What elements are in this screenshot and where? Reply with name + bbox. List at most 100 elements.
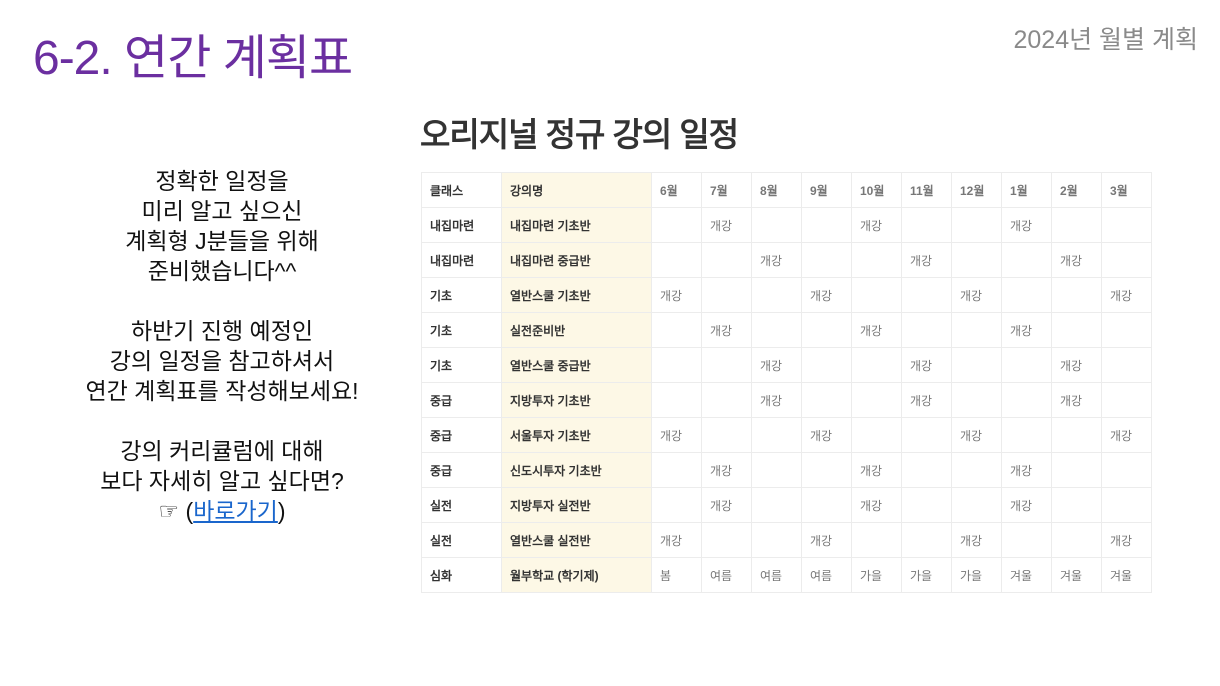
month-cell <box>701 242 752 278</box>
month-cell <box>651 347 702 383</box>
intro-line: 보다 자세히 알고 싶다면? <box>100 468 344 494</box>
month-cell <box>851 277 902 313</box>
month-cell <box>801 242 852 278</box>
month-cell <box>851 382 902 418</box>
class-cell: 실전 <box>421 522 502 558</box>
month-cell: 개강 <box>801 522 852 558</box>
month-cell <box>801 347 852 383</box>
month-cell <box>701 347 752 383</box>
table-row: 내집마련 내집마련 중급반 개강 개강 개강 <box>421 242 1152 278</box>
month-cell: 개강 <box>1101 417 1152 453</box>
month-cell <box>951 382 1002 418</box>
table-row: 중급 서울투자 기초반 개강 개강 개강 개강 <box>421 417 1152 453</box>
table-row: 기초 열반스쿨 중급반 개강 개강 개강 <box>421 347 1152 383</box>
month-cell <box>801 312 852 348</box>
class-cell: 내집마련 <box>421 207 502 243</box>
month-cell <box>751 522 802 558</box>
course-name-cell: 열반스쿨 실전반 <box>501 522 652 558</box>
column-header: 6월 <box>651 172 702 208</box>
column-header: 8월 <box>751 172 802 208</box>
month-cell <box>901 452 952 488</box>
month-cell <box>701 522 752 558</box>
class-cell: 심화 <box>421 557 502 593</box>
month-cell <box>1101 312 1152 348</box>
month-cell <box>1051 417 1102 453</box>
month-cell <box>1051 207 1102 243</box>
month-cell <box>1101 487 1152 523</box>
course-name-cell: 지방투자 기초반 <box>501 382 652 418</box>
month-cell <box>1101 347 1152 383</box>
paren-close: ) <box>277 498 286 524</box>
month-cell <box>751 207 802 243</box>
table-row: 실전 열반스쿨 실전반 개강 개강 개강 개강 <box>421 522 1152 558</box>
table-row: 내집마련 내집마련 기초반 개강 개강 개강 <box>421 207 1152 243</box>
schedule-title: 오리지널 정규 강의 일정 <box>420 116 739 153</box>
course-name-cell: 열반스쿨 중급반 <box>501 347 652 383</box>
page-subtitle: 2024년 월별 계획 <box>1013 26 1198 54</box>
month-cell <box>851 347 902 383</box>
month-cell: 개강 <box>1101 522 1152 558</box>
schedule-table: 클래스 강의명 6월 7월 8월 9월 10월 11월 12월 1월 2월 3월 내집마련 내집마련 기… <box>421 172 1152 593</box>
month-cell: 여름 <box>751 557 802 593</box>
intro-line: 강의 일정을 참고하셔서 <box>109 348 335 374</box>
month-cell <box>1101 382 1152 418</box>
month-cell: 개강 <box>651 522 702 558</box>
month-cell: 개강 <box>901 242 952 278</box>
month-cell: 개강 <box>1001 487 1052 523</box>
intro-text: 정확한 일정을 미리 알고 싶으신 계획형 J분들을 위해 준비했습니다^^ 하반기 … <box>40 166 404 526</box>
month-cell <box>1051 312 1102 348</box>
month-cell <box>701 417 752 453</box>
month-cell <box>901 312 952 348</box>
course-name-cell: 지방투자 실전반 <box>501 487 652 523</box>
month-cell: 개강 <box>1001 452 1052 488</box>
month-cell <box>901 417 952 453</box>
month-cell <box>1101 452 1152 488</box>
month-cell: 개강 <box>801 277 852 313</box>
month-cell <box>1001 417 1052 453</box>
column-header: 11월 <box>901 172 952 208</box>
table-row: 기초 열반스쿨 기초반 개강 개강 개강 개강 <box>421 277 1152 313</box>
month-cell <box>651 382 702 418</box>
month-cell: 개강 <box>701 207 752 243</box>
month-cell <box>751 452 802 488</box>
column-header: 9월 <box>801 172 852 208</box>
month-cell <box>901 277 952 313</box>
intro-line: 미리 알고 싶으신 <box>141 198 303 224</box>
page-title: 6-2. 연간 계획표 <box>33 32 353 85</box>
month-cell <box>1101 242 1152 278</box>
month-cell: 겨울 <box>1001 557 1052 593</box>
column-header: 3월 <box>1101 172 1152 208</box>
course-name-cell: 월부학교 (학기제) <box>501 557 652 593</box>
shortcut-link[interactable]: 바로가기 <box>193 498 278 524</box>
month-cell: 개강 <box>751 382 802 418</box>
month-cell: 개강 <box>851 312 902 348</box>
month-cell: 개강 <box>701 487 752 523</box>
month-cell: 개강 <box>951 522 1002 558</box>
month-cell: 개강 <box>1051 382 1102 418</box>
month-cell <box>801 207 852 243</box>
month-cell: 개강 <box>751 242 802 278</box>
month-cell <box>751 312 802 348</box>
class-cell: 중급 <box>421 382 502 418</box>
column-header: 강의명 <box>501 172 652 208</box>
month-cell <box>1001 347 1052 383</box>
month-cell: 개강 <box>1051 242 1102 278</box>
intro-line: 하반기 진행 예정인 <box>130 318 314 344</box>
month-cell <box>1051 277 1102 313</box>
month-cell: 개강 <box>701 312 752 348</box>
month-cell: 개강 <box>851 207 902 243</box>
class-cell: 기초 <box>421 347 502 383</box>
table-row: 기초 실전준비반 개강 개강 개강 <box>421 312 1152 348</box>
month-cell <box>901 487 952 523</box>
class-cell: 중급 <box>421 452 502 488</box>
paren-open: ( <box>185 498 194 524</box>
month-cell <box>1001 242 1052 278</box>
column-header: 7월 <box>701 172 752 208</box>
month-cell: 개강 <box>851 487 902 523</box>
month-cell: 개강 <box>801 417 852 453</box>
column-header: 10월 <box>851 172 902 208</box>
month-cell: 개강 <box>901 382 952 418</box>
month-cell: 가을 <box>901 557 952 593</box>
table-row: 중급 지방투자 기초반 개강 개강 개강 <box>421 382 1152 418</box>
month-cell <box>951 312 1002 348</box>
